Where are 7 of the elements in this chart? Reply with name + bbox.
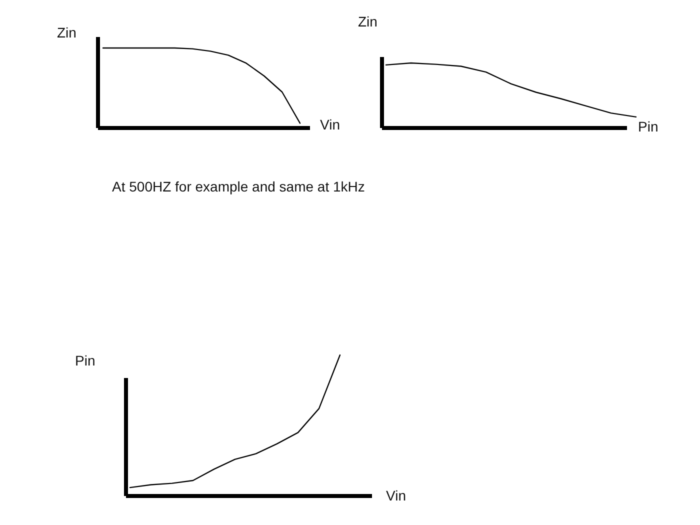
x-axis-title: Pin — [638, 118, 658, 135]
y-axis-title: Pin — [75, 352, 96, 369]
y-axis-title: Zin — [57, 24, 76, 41]
text: At 500HZ for example and same at 1kHz — [112, 178, 365, 195]
y-axis-title: Zin — [358, 14, 378, 30]
x-axis-title: Vin — [386, 488, 406, 504]
x-axis-title: Vin — [320, 116, 340, 133]
